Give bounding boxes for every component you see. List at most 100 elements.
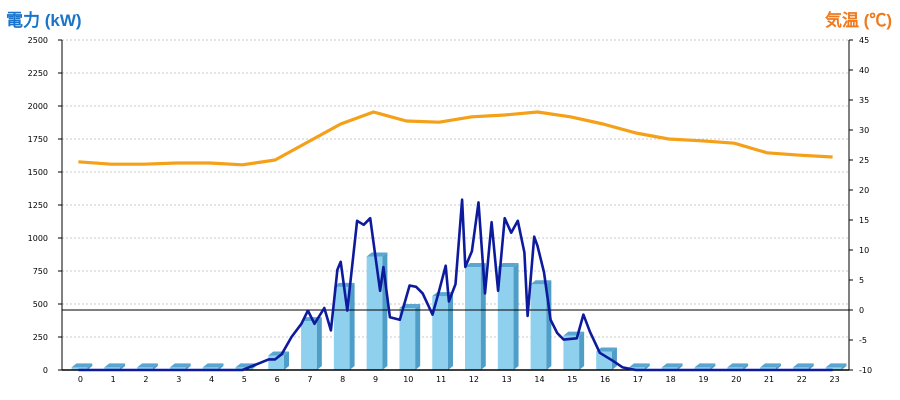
bar-top xyxy=(71,363,93,368)
left-tick-label: 1250 xyxy=(28,201,48,210)
x-tick-label: 1 xyxy=(111,375,116,384)
x-tick-label: 3 xyxy=(176,375,181,384)
bar-side xyxy=(808,363,814,370)
x-tick-label: 17 xyxy=(633,375,643,384)
x-tick-label: 23 xyxy=(830,375,840,384)
bar-side xyxy=(447,292,453,370)
bar-side xyxy=(644,363,650,370)
right-tick-label: 5 xyxy=(859,276,864,285)
bar-side xyxy=(87,363,93,370)
right-tick-label: 15 xyxy=(859,216,869,225)
x-tick-label: 19 xyxy=(698,375,708,384)
power-line xyxy=(78,198,833,372)
bar xyxy=(71,367,88,370)
left-axis-title: 電力 (kW) xyxy=(6,11,82,30)
right-tick-label: 40 xyxy=(859,66,869,75)
bar-side xyxy=(415,303,421,370)
x-tick-label: 14 xyxy=(534,375,544,384)
x-tick-label: 4 xyxy=(209,375,214,384)
bar-top xyxy=(137,363,158,368)
bar xyxy=(202,367,219,370)
left-tick-label: 2250 xyxy=(28,69,48,78)
bar-top xyxy=(661,363,683,368)
bar-top xyxy=(825,363,847,368)
x-tick-label: 10 xyxy=(403,375,413,384)
x-tick-label: 16 xyxy=(600,375,610,384)
bar-top xyxy=(366,252,388,257)
bar xyxy=(727,367,744,370)
left-tick-label: 0 xyxy=(43,366,48,375)
bar-top xyxy=(497,263,519,268)
left-tick-label: 1000 xyxy=(28,234,48,243)
right-tick-label: 0 xyxy=(859,306,864,315)
bar-top xyxy=(202,363,224,368)
bar-side xyxy=(120,363,126,370)
right-axis-title: 気温 (℃) xyxy=(824,11,892,30)
left-tick-label: 250 xyxy=(33,333,48,342)
bar xyxy=(530,284,547,370)
bar-side xyxy=(185,363,191,370)
bar-top xyxy=(169,363,191,368)
bar xyxy=(301,321,317,370)
bar xyxy=(432,296,448,370)
bar-side xyxy=(743,363,749,370)
x-tick-label: 7 xyxy=(307,375,312,384)
right-tick-label: -10 xyxy=(859,366,872,375)
bar xyxy=(596,351,612,370)
x-tick-label: 22 xyxy=(797,375,807,384)
x-tick-label: 21 xyxy=(764,375,774,384)
bar-top xyxy=(760,363,781,368)
right-tick-label: 20 xyxy=(859,186,869,195)
bar-side xyxy=(218,363,224,370)
bar-side xyxy=(152,363,158,370)
bar-side xyxy=(710,363,716,370)
bar xyxy=(137,367,153,370)
x-tick-label: 13 xyxy=(502,375,512,384)
bar-top xyxy=(104,363,126,368)
bar xyxy=(825,367,842,370)
x-tick-label: 20 xyxy=(731,375,741,384)
right-tick-label: 45 xyxy=(859,36,869,45)
bar xyxy=(497,267,514,370)
bar-side xyxy=(513,263,519,370)
bar-top xyxy=(792,363,814,368)
x-tick-label: 6 xyxy=(275,375,280,384)
bar-top xyxy=(628,363,650,368)
bar xyxy=(661,367,678,370)
bar-top xyxy=(727,363,749,368)
bar xyxy=(760,367,776,370)
bar xyxy=(792,367,809,370)
left-tick-label: 1500 xyxy=(28,168,48,177)
bar-side xyxy=(579,331,585,370)
left-tick-label: 1750 xyxy=(28,135,48,144)
bar-side xyxy=(284,351,290,370)
right-tick-label: 35 xyxy=(859,96,869,105)
bar-top xyxy=(694,363,716,368)
bar-top xyxy=(596,347,617,352)
right-tick-label: -5 xyxy=(859,336,867,345)
x-tick-label: 15 xyxy=(567,375,577,384)
x-tick-label: 5 xyxy=(242,375,247,384)
left-tick-label: 2500 xyxy=(28,36,48,45)
x-tick-label: 12 xyxy=(469,375,479,384)
bar-side xyxy=(316,317,322,370)
temperature-line xyxy=(78,110,833,167)
bar xyxy=(169,367,186,370)
x-tick-label: 18 xyxy=(666,375,676,384)
bar-side xyxy=(841,363,847,370)
x-tick-label: 11 xyxy=(436,375,446,384)
x-tick-label: 2 xyxy=(143,375,148,384)
bar xyxy=(563,335,580,370)
x-tick-label: 9 xyxy=(373,375,378,384)
left-tick-label: 500 xyxy=(33,300,48,309)
x-tick-label: 0 xyxy=(78,375,83,384)
bar xyxy=(465,267,481,370)
bar-side xyxy=(349,282,355,370)
left-tick-label: 750 xyxy=(33,267,48,276)
bar xyxy=(628,367,645,370)
left-tick-label: 2000 xyxy=(28,102,48,111)
bar xyxy=(104,367,121,370)
bar-side xyxy=(611,347,617,370)
right-tick-label: 10 xyxy=(859,246,869,255)
